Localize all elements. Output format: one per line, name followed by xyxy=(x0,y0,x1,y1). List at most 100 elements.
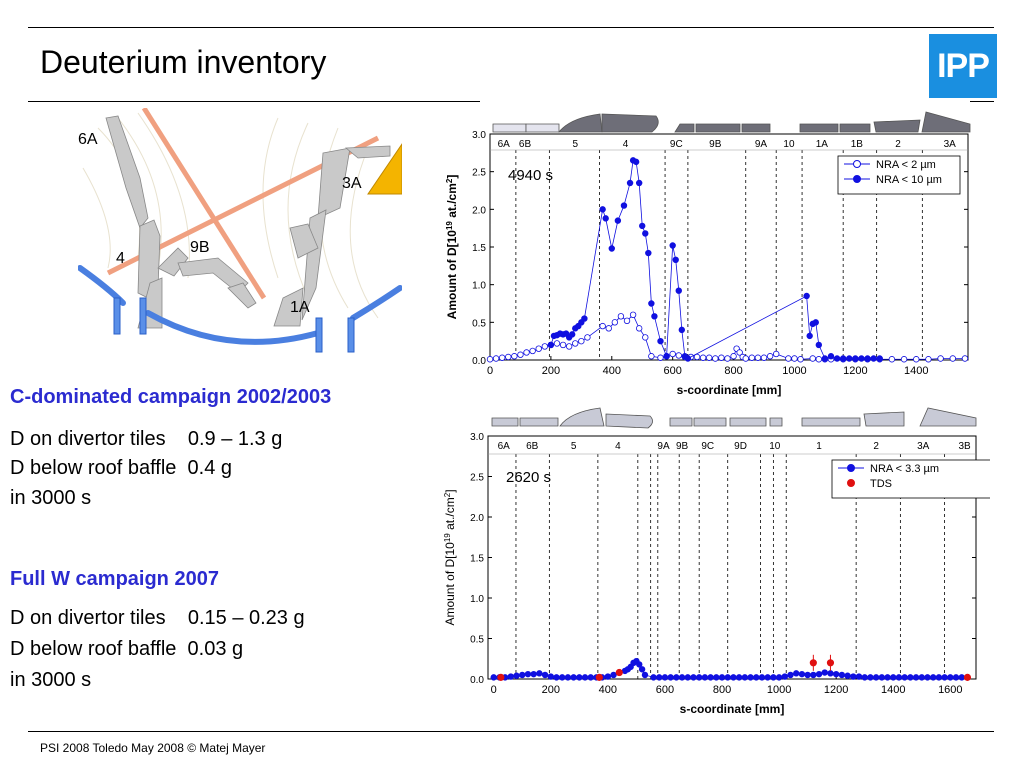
data-point xyxy=(724,674,731,681)
data-point xyxy=(639,222,646,230)
data-point xyxy=(565,343,573,350)
data-point xyxy=(929,674,937,681)
data-point xyxy=(657,337,664,345)
data-point xyxy=(791,355,798,362)
footer-credit: PSI 2008 Toledo May 2008 © Matej Mayer xyxy=(40,741,266,755)
data-point xyxy=(878,674,886,681)
legend: NRA < 3.3 µm TDS xyxy=(831,459,990,499)
y-tick-label: 0.5 xyxy=(470,635,484,646)
data-point xyxy=(558,674,566,681)
data-point xyxy=(684,674,691,681)
legend-box xyxy=(831,459,990,499)
data-point xyxy=(547,341,555,349)
data-point xyxy=(498,354,506,361)
tile-shape xyxy=(674,123,695,133)
time-annotation: 4940 s xyxy=(508,167,553,184)
data-point xyxy=(645,249,652,257)
data-point xyxy=(656,674,663,681)
data-point xyxy=(787,671,794,679)
w-divertor-line: D on divertor tiles 0.15 – 0.23 g xyxy=(10,607,305,629)
data-point xyxy=(924,674,931,681)
data-point xyxy=(695,674,703,681)
data-point xyxy=(858,355,865,362)
data-point xyxy=(867,674,874,681)
data-point xyxy=(490,674,497,681)
data-point xyxy=(576,674,583,681)
data-point xyxy=(535,345,542,352)
data-point xyxy=(651,313,658,320)
region-label: 9B xyxy=(676,441,689,452)
data-point xyxy=(661,674,669,681)
legend-marker xyxy=(853,160,861,168)
data-point xyxy=(952,674,960,681)
y-axis-label-part: 2 xyxy=(443,492,452,497)
data-point xyxy=(641,671,649,679)
data-point xyxy=(626,179,634,187)
y-axis-label-part: 19 xyxy=(445,221,454,230)
region-label: 2 xyxy=(895,139,901,150)
y-tick-label: 1.5 xyxy=(470,554,484,565)
y-tick-label: 1.0 xyxy=(472,281,486,292)
data-point xyxy=(949,355,956,362)
series-group xyxy=(490,657,971,681)
data-point xyxy=(672,256,679,264)
x-tick-label: 200 xyxy=(542,684,560,696)
data-point xyxy=(797,356,804,363)
data-point xyxy=(667,674,674,681)
x-tick-label: 1400 xyxy=(904,365,928,377)
data-point xyxy=(663,353,670,360)
y-axis-label: Amount of D[1019 at./cm2] xyxy=(445,175,460,320)
data-point xyxy=(623,317,631,325)
data-point xyxy=(758,674,766,681)
data-point xyxy=(632,158,640,166)
data-point xyxy=(693,353,701,361)
tile-shape xyxy=(605,413,653,429)
y-tick-label: 1.5 xyxy=(472,243,486,254)
data-point xyxy=(941,674,948,681)
data-point xyxy=(497,673,505,681)
region-label: 5 xyxy=(572,139,578,150)
region-label: 6A xyxy=(498,139,511,150)
diagram-label-4: 4 xyxy=(116,250,125,267)
data-point xyxy=(564,674,572,681)
data-point xyxy=(925,356,932,363)
legend-marker xyxy=(847,479,855,487)
data-point xyxy=(486,356,494,363)
y-tick-label: 0.0 xyxy=(470,675,484,686)
data-point xyxy=(602,215,609,222)
data-point xyxy=(684,355,692,362)
w-duration-line: in 3000 s xyxy=(10,669,92,691)
c-duration-line: in 3000 s xyxy=(10,487,92,509)
data-point xyxy=(876,355,883,362)
data-point xyxy=(864,355,871,362)
data-point xyxy=(900,356,908,363)
data-point xyxy=(610,671,617,679)
data-point xyxy=(604,673,612,680)
data-point xyxy=(581,315,588,322)
data-point xyxy=(718,354,725,361)
region-label: 3B xyxy=(958,441,971,452)
data-point xyxy=(578,337,585,345)
region-label: 6B xyxy=(526,441,539,452)
region-label: 4 xyxy=(615,441,621,452)
time-annotation: 2620 s xyxy=(506,469,551,486)
chart-tungsten-campaign: 6A 6B 5 4 9A 9B 9C 9D 10 1 2 3A 3B 0.0 0.5 1.0 1.5 2.0 2.5… xyxy=(443,407,990,716)
legend-label: NRA < 3.3 µm xyxy=(870,463,939,475)
data-point xyxy=(963,673,972,681)
data-point xyxy=(584,334,591,341)
data-point xyxy=(541,343,549,350)
data-point xyxy=(870,355,877,362)
data-point xyxy=(614,217,622,224)
legend-label: TDS xyxy=(870,478,892,490)
c-baffle-line: D below roof baffle 0.4 g xyxy=(10,457,232,479)
data-point xyxy=(529,347,536,355)
data-point xyxy=(724,355,731,362)
data-point xyxy=(852,355,859,362)
data-point xyxy=(620,202,628,209)
tile-shape xyxy=(741,123,771,133)
region-label: 9D xyxy=(734,441,747,452)
region-label: 9A xyxy=(755,139,768,150)
y-axis-label-part: ] xyxy=(443,489,457,492)
series-group xyxy=(497,654,972,681)
data-point xyxy=(907,674,914,681)
